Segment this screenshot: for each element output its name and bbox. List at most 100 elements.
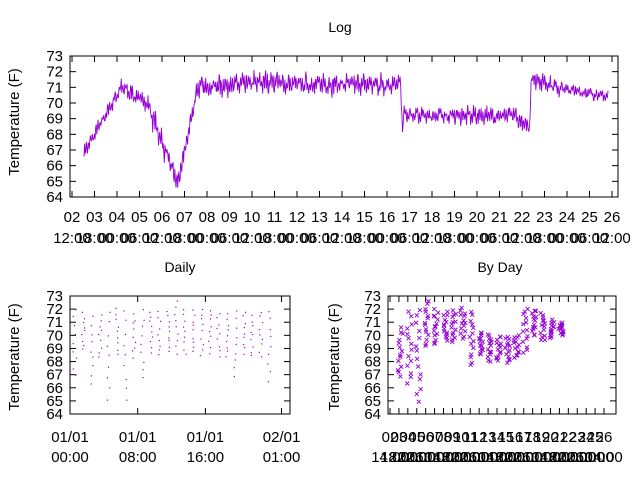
by-day-point (507, 356, 512, 362)
daily-point (219, 356, 221, 358)
by-day-point (417, 307, 423, 313)
by-day-xtick-label-2-line1: 04 (399, 429, 416, 446)
by-day-ytick-label-65: 65 (364, 393, 381, 410)
by-day-point (408, 374, 414, 380)
daily-point (176, 353, 178, 355)
by-day-point (398, 352, 403, 358)
daily-chart-ylabel: Temperature (F) (6, 303, 23, 411)
daily-point (132, 322, 134, 324)
daily-point (209, 318, 212, 320)
daily-point (168, 339, 170, 341)
daily-point (267, 381, 270, 383)
by-day-ytick-label-66: 66 (364, 380, 381, 397)
daily-point (132, 357, 134, 359)
log-xtick-label-5-line1: 07 (176, 209, 193, 226)
daily-point (226, 347, 228, 349)
daily-point (183, 349, 185, 351)
by-day-xtick-label-4-line2: 06:00 (407, 449, 445, 466)
by-day-point (432, 324, 438, 330)
by-day-point (503, 336, 508, 341)
by-day-point (551, 324, 557, 330)
daily-point (269, 371, 271, 373)
daily-point (270, 335, 272, 338)
daily-point (208, 340, 210, 342)
by-day-ytick-label-72: 72 (364, 301, 381, 318)
by-day-point (417, 376, 423, 382)
log-xtick-label-22-line2: 00:00 (548, 230, 586, 247)
daily-ytick-label-65: 65 (46, 393, 63, 410)
by-day-point (556, 326, 561, 332)
log-xtick-label-10-line1: 12 (289, 209, 306, 226)
daily-point (216, 338, 218, 340)
daily-point (83, 321, 85, 324)
log-xtick-label-6-line2: 00:00 (188, 230, 226, 247)
by-day-xtick-label-14-line1: 16 (506, 429, 523, 446)
by-day-xtick-label-24-line1: 26 (596, 429, 613, 446)
daily-point (133, 347, 136, 349)
daily-point (261, 356, 263, 358)
by-day-point (485, 347, 491, 352)
by-day-point (549, 317, 555, 323)
daily-point (134, 341, 137, 343)
by-day-point (406, 354, 411, 359)
daily-ytick-label-70: 70 (46, 327, 63, 344)
daily-point (168, 337, 170, 339)
by-day-point (408, 358, 414, 364)
by-day-point (469, 312, 475, 318)
daily-point (107, 366, 110, 368)
by-day-point (404, 381, 410, 386)
daily-point (192, 341, 195, 343)
by-day-point (405, 363, 410, 369)
by-day-point (422, 322, 428, 328)
daily-point (123, 310, 125, 312)
by-day-xtick-label-23-line2: 10:00 (576, 449, 614, 466)
by-day-point (425, 332, 431, 338)
daily-point (150, 352, 152, 354)
by-day-point (462, 311, 468, 316)
by-day-point (432, 313, 437, 319)
daily-point (157, 334, 159, 336)
daily-point (75, 374, 77, 376)
by-day-xtick-label-10-line1: 12 (471, 429, 488, 446)
by-day-chart: By Day Temperature (F) 64656667686970717… (326, 259, 623, 466)
log-chart-ylabel: Temperature (F) (6, 68, 23, 176)
log-xtick-label-23-line2: 06:00 (571, 230, 609, 247)
by-day-point (542, 321, 548, 326)
by-day-point (416, 328, 422, 334)
log-ytick-label-70: 70 (46, 95, 63, 112)
by-day-point (531, 322, 537, 328)
by-day-xtick-label-1-line1: 03 (391, 429, 408, 446)
daily-point (250, 338, 252, 341)
by-day-point (507, 343, 513, 349)
log-xtick-label-18-line1: 20 (469, 209, 486, 226)
by-day-point (406, 335, 411, 341)
by-day-point (521, 311, 526, 317)
daily-point (235, 353, 237, 355)
log-xtick-label-20-line1: 22 (514, 209, 531, 226)
by-day-point (423, 341, 429, 347)
by-day-point (532, 332, 537, 338)
by-day-point (524, 344, 530, 350)
daily-point (117, 337, 119, 339)
by-day-point (418, 386, 423, 392)
log-ytick-label-67: 67 (46, 142, 63, 159)
by-day-point (413, 320, 419, 326)
daily-point (132, 350, 134, 352)
daily-ytick-label-73: 73 (46, 288, 63, 305)
daily-point (101, 314, 103, 316)
daily-point (132, 336, 134, 338)
by-day-point (480, 339, 486, 345)
by-day-point (399, 348, 405, 354)
daily-point (151, 347, 153, 349)
daily-chart-title: Daily (164, 259, 195, 275)
by-day-point (476, 336, 482, 341)
by-day-point (415, 364, 421, 369)
daily-point (235, 343, 237, 345)
by-day-xtick-label-10-line2: 06:00 (460, 449, 498, 466)
daily-point (151, 336, 154, 338)
by-day-xtick-label-18-line2: 14:00 (532, 449, 570, 466)
daily-point (259, 334, 261, 336)
log-xtick-label-19-line1: 21 (491, 209, 508, 226)
by-day-point (397, 345, 403, 350)
by-day-point (458, 308, 463, 313)
